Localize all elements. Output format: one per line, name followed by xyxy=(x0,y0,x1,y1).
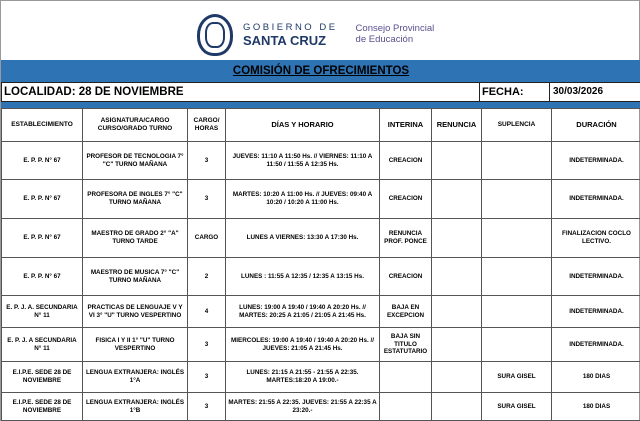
cell-suplencia xyxy=(481,141,552,180)
divider-stripe xyxy=(1,102,640,108)
cell-cargo-horas: CARGO xyxy=(187,218,226,258)
cell-dias-horario: JUEVES: 11:10 A 11:50 Hs. // VIERNES: 11… xyxy=(225,141,380,180)
cell-interina: RENUNCIA PROF. PONCE xyxy=(379,218,432,258)
cell-dias-horario: LUNES A VIERNES: 13:30 A 17:30 Hs. xyxy=(225,218,380,258)
cell-cargo-horas: 3 xyxy=(187,141,226,180)
cell-duracion: 180 DIAS xyxy=(551,392,640,421)
fecha-label: FECHA: xyxy=(480,83,550,101)
cpe-line2: de Educación xyxy=(355,34,414,45)
cell-duracion: INDETERMINADA. xyxy=(551,141,640,180)
cell-renuncia xyxy=(431,392,482,421)
cell-duracion: FINALIZACION COCLO LECTIVO. xyxy=(551,218,640,258)
table-row: E. P. J. A SECUNDARIA N° 11 FISICA I Y II… xyxy=(1,327,640,362)
cell-suplencia xyxy=(481,295,552,328)
gobierno-logo-text: GOBIERNO DE SANTA CRUZ xyxy=(243,23,338,47)
cell-establecimiento: E.I.P.E. SEDE 28 DE NOVIEMBRE xyxy=(1,361,83,393)
cell-asignatura: MAESTRO DE MUSICA 7° "C" TURNO MAÑANA xyxy=(82,257,188,296)
cpe-logo-text: Consejo Provincial de Educación xyxy=(355,23,435,46)
cell-establecimiento: E. P. J. A. SECUNDARIA N° 11 xyxy=(1,295,83,328)
cell-asignatura: PROFESOR DE TECNOLOGIA 7° "C" TURNO MAÑA… xyxy=(82,141,188,180)
cell-interina: CREACION xyxy=(379,257,432,296)
cell-asignatura: MAESTRO DE GRADO 2° "A" TURNO TARDE xyxy=(82,218,188,258)
cell-dias-horario: MARTES: 21:55 A 22:35. JUEVES: 21:55 A 2… xyxy=(225,392,380,421)
cell-establecimiento: E. P. P. N° 67 xyxy=(1,218,83,258)
column-header-duracion: DURACIÓN xyxy=(551,108,640,142)
table-row: E. P. P. N° 67 PROFESOR DE TECNOLOGIA 7° … xyxy=(1,141,640,180)
cell-asignatura: PRACTICAS DE LENGUAJE V Y VI 3° "U" TURN… xyxy=(82,295,188,328)
cell-suplencia xyxy=(481,257,552,296)
seal-icon xyxy=(197,14,233,56)
column-header-renuncia: RENUNCIA xyxy=(431,108,482,142)
ofrecimientos-table: ESTABLECIMIENTO ASIGNATURA/CARGO CURSO/GR… xyxy=(1,108,640,421)
table-row: E. P. P. N° 67 MAESTRO DE MUSICA 7° "C" T… xyxy=(1,257,640,296)
cell-cargo-horas: 3 xyxy=(187,392,226,421)
cell-suplencia xyxy=(481,179,552,219)
table-row: E. P. P. N° 67 PROFESORA DE INGLES 7° "C"… xyxy=(1,179,640,219)
column-header-asignatura: ASIGNATURA/CARGO CURSO/GRADO TURNO xyxy=(82,108,188,142)
cell-renuncia xyxy=(431,179,482,219)
localidad: LOCALIDAD: 28 DE NOVIEMBRE xyxy=(2,83,480,101)
cell-interina xyxy=(379,361,432,393)
cell-cargo-horas: 3 xyxy=(187,327,226,362)
cell-duracion: INDETERMINADA. xyxy=(551,179,640,219)
cell-dias-horario: LUNES: 19:00 A 19:40 / 19:40 A 20:20 Hs.… xyxy=(225,295,380,328)
cell-interina: CREACION xyxy=(379,141,432,180)
cell-renuncia xyxy=(431,257,482,296)
column-header-interina: INTERINA xyxy=(379,108,432,142)
cell-asignatura: FISICA I Y II 1° "U" TURNO VESPERTINO xyxy=(82,327,188,362)
table-row: E. P. P. N° 67 MAESTRO DE GRADO 2° "A" TU… xyxy=(1,218,640,258)
cell-asignatura: PROFESORA DE INGLES 7° "C" TURNO MAÑANA xyxy=(82,179,188,219)
column-header-cargo-horas: CARGO/ HORAS xyxy=(187,108,226,142)
cell-renuncia xyxy=(431,295,482,328)
cell-suplencia xyxy=(481,327,552,362)
cell-interina: BAJA EN EXCEPCION xyxy=(379,295,432,328)
cell-duracion: INDETERMINADA. xyxy=(551,327,640,362)
column-header-suplencia: SUPLENCIA xyxy=(481,108,552,142)
column-header-dias-horario: DÍAS Y HORARIO xyxy=(225,108,380,142)
table-row: E. P. J. A. SECUNDARIA N° 11 PRACTICAS DE… xyxy=(1,295,640,328)
cell-establecimiento: E.I.P.E. SEDE 28 DE NOVIEMBRE xyxy=(1,392,83,421)
cell-establecimiento: E. P. P. N° 67 xyxy=(1,257,83,296)
cell-asignatura: LENGUA EXTRANJERA: INGLÉS 1°B xyxy=(82,392,188,421)
fecha-value: 30/03/2026 xyxy=(553,86,604,97)
logo: GOBIERNO DE SANTA CRUZ Consejo Provincia… xyxy=(197,14,434,56)
cell-renuncia xyxy=(431,361,482,393)
page-title: COMISIÓN DE OFRECIMIENTOS xyxy=(1,60,640,82)
cell-suplencia xyxy=(481,218,552,258)
cell-dias-horario: LUNES : 11:55 A 12:35 / 12:35 A 13:15 Hs… xyxy=(225,257,380,296)
table-row: E.I.P.E. SEDE 28 DE NOVIEMBRE LENGUA EXTR… xyxy=(1,392,640,421)
cell-cargo-horas: 4 xyxy=(187,295,226,328)
localidad-row: LOCALIDAD: 28 DE NOVIEMBRE FECHA: 30/03/… xyxy=(1,82,640,102)
column-header-establecimiento: ESTABLECIMIENTO xyxy=(1,108,83,142)
cell-dias-horario: MARTES: 10:20 A 11:00 Hs. // JUEVES: 09:… xyxy=(225,179,380,219)
cell-renuncia xyxy=(431,141,482,180)
table-header: ESTABLECIMIENTO ASIGNATURA/CARGO CURSO/GR… xyxy=(1,108,640,142)
cell-establecimiento: E. P. J. A SECUNDARIA N° 11 xyxy=(1,327,83,362)
cell-interina xyxy=(379,392,432,421)
table-row: E.I.P.E. SEDE 28 DE NOVIEMBRE LENGUA EXTR… xyxy=(1,361,640,393)
cell-renuncia xyxy=(431,218,482,258)
cell-renuncia xyxy=(431,327,482,362)
cell-interina: BAJA SIN TITULO ESTATUTARIO xyxy=(379,327,432,362)
cell-suplencia: SURA GISEL xyxy=(481,361,552,393)
cell-interina: CREACION xyxy=(379,179,432,219)
cpe-line1: Consejo Provincial xyxy=(355,23,435,35)
gob-line1: GOBIERNO DE xyxy=(243,22,338,34)
cell-asignatura: LENGUA EXTRANJERA: INGLÉS 1°A xyxy=(82,361,188,393)
cell-cargo-horas: 3 xyxy=(187,361,226,393)
cell-duracion: INDETERMINADA. xyxy=(551,257,640,296)
cell-establecimiento: E. P. P. N° 67 xyxy=(1,179,83,219)
cell-dias-horario: LUNES: 21:15 A 21:55 - 21:55 A 22:35. MA… xyxy=(225,361,380,393)
cell-cargo-horas: 2 xyxy=(187,257,226,296)
cell-cargo-horas: 3 xyxy=(187,179,226,219)
cell-duracion: INDETERMINADA. xyxy=(551,295,640,328)
cell-duracion: 180 DIAS xyxy=(551,361,640,393)
gob-line2: SANTA CRUZ xyxy=(243,32,327,48)
cell-dias-horario: MIERCOLES: 19:00 A 19:40 / 19:40 A 20:20… xyxy=(225,327,380,362)
cell-establecimiento: E. P. P. N° 67 xyxy=(1,141,83,180)
cell-suplencia: SURA GISEL xyxy=(481,392,552,421)
